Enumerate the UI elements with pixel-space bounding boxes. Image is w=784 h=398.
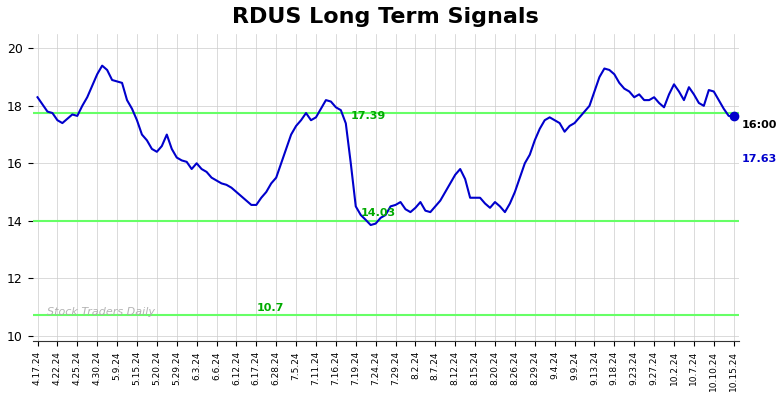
Text: 14.03: 14.03 (361, 207, 396, 218)
Text: 16:00: 16:00 (742, 120, 778, 130)
Text: 10.7: 10.7 (256, 303, 284, 313)
Text: Stock Traders Daily: Stock Traders Daily (47, 307, 154, 317)
Text: 17.63: 17.63 (742, 154, 778, 164)
Title: RDUS Long Term Signals: RDUS Long Term Signals (232, 7, 539, 27)
Text: 17.39: 17.39 (350, 111, 386, 121)
